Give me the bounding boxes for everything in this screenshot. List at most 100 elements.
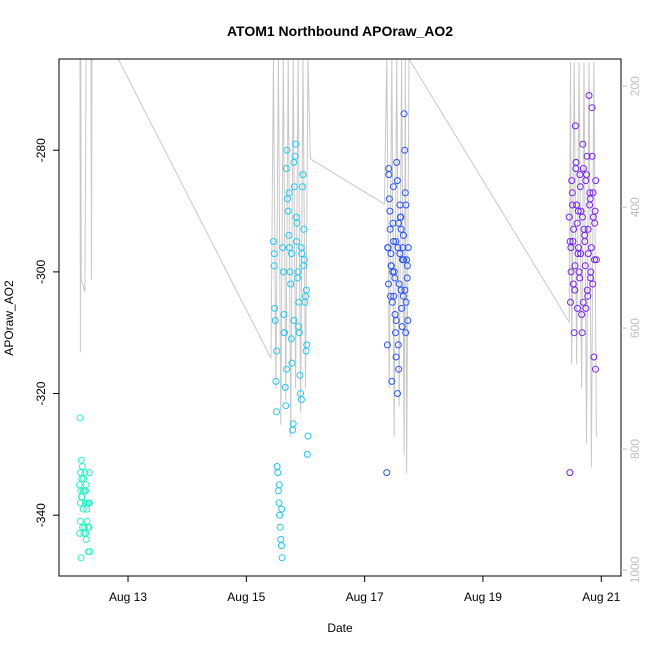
data-point (572, 165, 580, 172)
data-point (394, 244, 402, 252)
data-point (302, 286, 310, 294)
data-point (386, 225, 394, 233)
data-point (82, 487, 89, 495)
data-point (289, 426, 297, 434)
data-point (396, 201, 404, 209)
data-point (385, 195, 393, 203)
data-point (82, 481, 90, 489)
data-point (592, 177, 600, 185)
data-point (404, 244, 412, 252)
data-point (300, 262, 308, 270)
data-point (287, 280, 295, 288)
data-point (570, 225, 578, 233)
data-point (278, 554, 286, 562)
data-point (290, 183, 298, 191)
data-point (278, 542, 285, 550)
data-point (392, 353, 400, 361)
data-point (280, 311, 288, 318)
data-point (287, 335, 295, 343)
chart-title: ATOM1 Northbound APOraw_AO2 (227, 23, 453, 39)
data-point (270, 250, 278, 258)
secondary-trace-layer (79, 59, 597, 474)
data-point (573, 219, 581, 227)
data-point (269, 238, 277, 245)
data-point (277, 536, 285, 543)
data-point (390, 238, 398, 245)
data-point (280, 329, 288, 337)
data-point (392, 317, 400, 324)
data-point (578, 311, 586, 318)
data-point (583, 286, 591, 294)
data-point (393, 177, 401, 185)
data-point (275, 481, 283, 489)
data-point (576, 171, 584, 179)
data-point (398, 304, 406, 312)
data-point (276, 511, 284, 519)
data-point (81, 523, 89, 531)
data-point (569, 201, 576, 209)
y-tick-label: -280 (34, 138, 48, 162)
series-1 (76, 414, 94, 562)
data-point (283, 365, 291, 373)
y-tick-label: -340 (34, 503, 48, 527)
data-point (285, 231, 293, 239)
data-point (577, 250, 585, 258)
data-point (283, 146, 291, 154)
data-point (574, 304, 581, 312)
secondary-y-tick-label: 400 (628, 197, 642, 217)
data-point (395, 219, 402, 227)
data-point (274, 469, 282, 477)
secondary-trace-line (79, 59, 597, 474)
data-point (295, 323, 303, 331)
data-point (581, 238, 589, 245)
data-point (282, 402, 290, 410)
data-point (304, 432, 312, 440)
data-point (403, 274, 411, 282)
data-point (567, 244, 575, 252)
data-point (82, 536, 90, 543)
data-point (579, 165, 587, 172)
data-point (279, 268, 287, 276)
data-point (397, 213, 405, 221)
data-point (288, 250, 295, 258)
data-point (569, 280, 577, 288)
data-point (282, 165, 290, 172)
data-point (576, 274, 584, 282)
data-point (589, 280, 597, 288)
data-point (400, 256, 408, 264)
data-point (77, 456, 85, 464)
data-point (400, 110, 408, 118)
data-point (279, 244, 287, 252)
data-point (285, 189, 293, 197)
data-point (288, 359, 296, 367)
data-point (585, 92, 593, 99)
data-point (390, 292, 398, 300)
data-point (272, 377, 280, 385)
data-point (85, 469, 93, 477)
data-point (584, 250, 592, 258)
secondary-y-tick-label: 1000 (628, 556, 642, 583)
data-point (586, 201, 594, 209)
data-point (299, 171, 307, 179)
data-point (270, 262, 278, 270)
data-point (392, 329, 399, 337)
data-point (571, 262, 579, 270)
data-point (83, 505, 91, 513)
data-point (584, 225, 592, 233)
series-4 (565, 92, 600, 477)
data-point (286, 268, 294, 276)
data-point (591, 256, 598, 264)
data-point (271, 317, 279, 324)
data-point (81, 469, 89, 477)
data-point (293, 238, 300, 245)
data-point (284, 207, 292, 215)
data-point (578, 213, 586, 221)
data-point (388, 377, 396, 385)
data-point (384, 244, 392, 252)
data-point (402, 329, 410, 337)
data-point (393, 158, 401, 166)
data-point (567, 298, 574, 306)
data-point (281, 383, 289, 391)
y-tick-label: -300 (34, 260, 48, 284)
data-point (583, 152, 591, 160)
